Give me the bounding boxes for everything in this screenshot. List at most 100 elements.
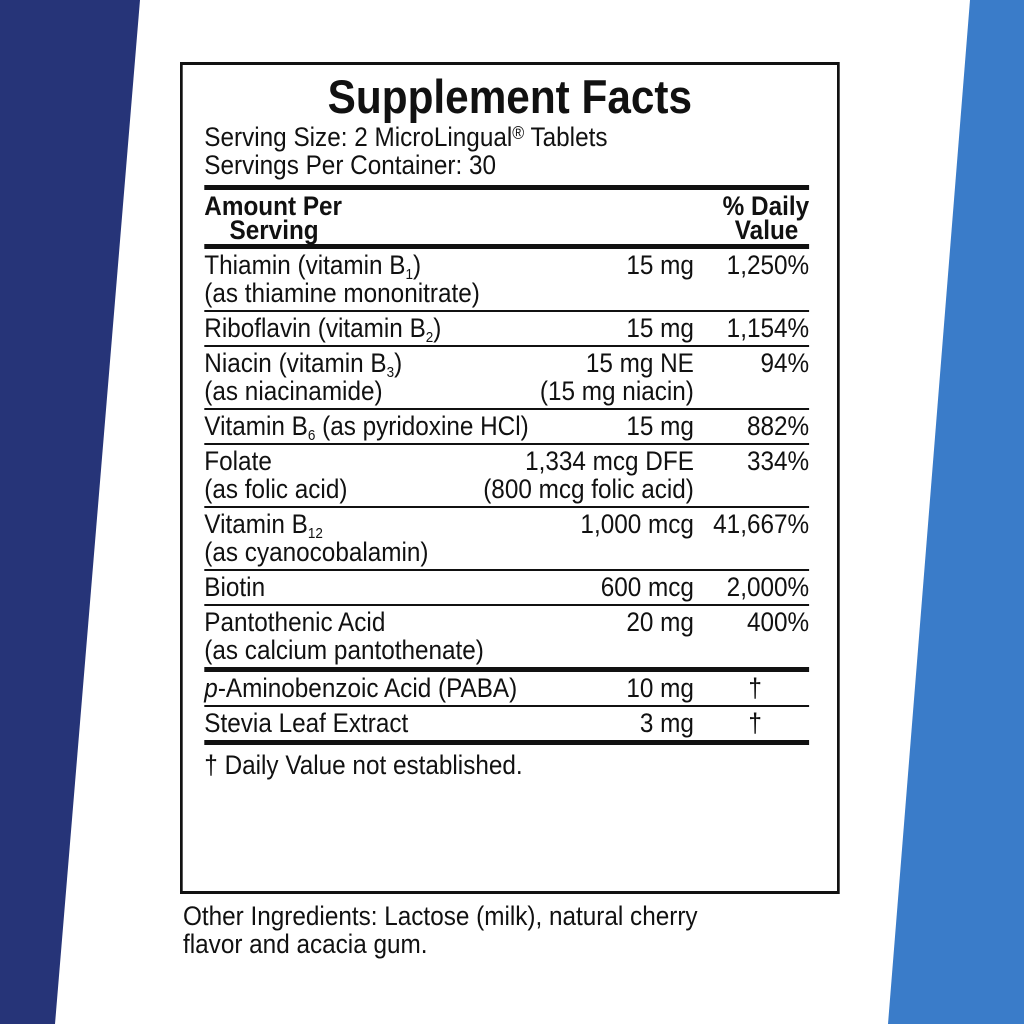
nutrient-name: Biotin <box>204 573 600 601</box>
nutrient-name: Vitamin B12 (as cyanocobalamin) <box>204 510 580 566</box>
amount-line: 600 mcg <box>600 572 694 602</box>
nutrient-name: Thiamin (vitamin B1) (as thiamine mononit… <box>204 251 626 307</box>
name-line: Niacin (vitamin B3) <box>204 348 540 380</box>
subscript: 12 <box>307 525 323 542</box>
other-ingredients: Other Ingredients: Lactose (milk), natur… <box>183 901 698 959</box>
nutrient-name: Niacin (vitamin B3) (as niacinamide) <box>204 349 540 405</box>
amount: 15 mg <box>626 412 694 440</box>
note: (as cyanocobalamin) <box>204 537 429 567</box>
amount: 15 mg <box>626 251 694 307</box>
name: ) <box>413 250 422 280</box>
amount-line: 1,334 mcg DFE <box>525 446 694 476</box>
dv-header: % Daily Value <box>694 191 810 245</box>
daily-value: † <box>748 708 762 738</box>
nutrient-row: p-Aminobenzoic Acid (PABA) 10 mg † <box>204 672 810 707</box>
thick-rule <box>204 244 810 249</box>
name: Niacin (vitamin B <box>204 348 387 378</box>
amount: 1,334 mcg DFE (800 mcg folic acid) <box>483 447 694 503</box>
nutrient-row: Vitamin B12 (as cyanocobalamin) 1,000 mcg 4… <box>204 508 810 571</box>
supplement-facts-panel: Supplement Facts Serving Size: 2 MicroLi… <box>180 62 840 894</box>
name: ) <box>433 313 442 343</box>
amount-line: 10 mg <box>626 673 694 703</box>
footnote: † Daily Value not established. <box>204 750 523 780</box>
note: (as thiamine mononitrate) <box>204 278 480 308</box>
name: Riboflavin (vitamin B <box>204 313 426 343</box>
title: Supplement Facts <box>327 70 693 123</box>
left-band <box>0 0 140 1024</box>
header-line: Serving <box>229 215 319 245</box>
thick-rule <box>204 667 810 672</box>
name: Vitamin B <box>204 509 308 539</box>
daily-value: 1,250% <box>726 250 810 280</box>
header-line: % Daily <box>722 191 810 221</box>
name: -Aminobenzoic Acid (PABA) <box>217 673 518 703</box>
nutrient-name: p-Aminobenzoic Acid (PABA) <box>204 674 626 702</box>
header-line: Value <box>734 215 799 245</box>
amount-header: Amount Per Serving <box>204 191 694 245</box>
subscript: 6 <box>307 427 316 444</box>
amount-line: (15 mg niacin) <box>539 376 694 406</box>
amount: 15 mg NE (15 mg niacin) <box>540 349 694 405</box>
daily-value: 2,000% <box>726 572 810 602</box>
name: Thiamin (vitamin B <box>204 250 406 280</box>
right-band <box>888 0 1024 1024</box>
amount-line: 15 mg <box>626 250 694 280</box>
amount: 600 mcg <box>601 573 694 601</box>
name: Biotin <box>204 572 266 602</box>
nutrient-row: Vitamin B6 (as pyridoxine HCl) 15 mg 882% <box>204 410 810 445</box>
nutrient-row: Folate (as folic acid) 1,334 mcg DFE (800 m… <box>204 445 810 508</box>
name-line: Folate <box>204 447 483 475</box>
note: (as niacinamide) <box>204 376 383 406</box>
amount: 1,000 mcg <box>580 510 693 566</box>
header-line: Amount Per <box>204 191 343 221</box>
amount: 10 mg <box>626 674 694 702</box>
name: Stevia Leaf Extract <box>204 708 409 738</box>
nutrient-row: Thiamin (vitamin B1) (as thiamine mononit… <box>204 249 810 312</box>
amount-line: 15 mg NE <box>585 348 694 378</box>
amount-line: 1,000 mcg <box>580 509 694 539</box>
daily-value: 400% <box>746 607 810 637</box>
daily-value: 334% <box>746 446 810 476</box>
note: (as folic acid) <box>204 474 348 504</box>
thick-rule <box>204 185 810 190</box>
nutrient-row: Biotin 600 mcg 2,000% <box>204 571 810 606</box>
header-row: Amount Per Serving% Daily Value <box>204 190 809 244</box>
note: (as calcium pantothenate) <box>204 635 484 665</box>
nutrient-row: Riboflavin (vitamin B2) 15 mg 1,154% <box>204 312 810 347</box>
nutrient-name: Stevia Leaf Extract <box>204 709 640 737</box>
nutrient-name: Pantothenic Acid (as calcium pantothenate… <box>204 608 626 664</box>
name: Pantothenic Acid <box>204 607 386 637</box>
subscript: 2 <box>425 329 434 346</box>
daily-value: 41,667% <box>713 509 810 539</box>
amount: 15 mg <box>626 314 694 342</box>
nutrient-name: Vitamin B6 (as pyridoxine HCl) <box>204 411 626 443</box>
daily-value: 882% <box>746 411 810 441</box>
nutrient-name: Folate (as folic acid) <box>204 447 483 503</box>
name: ) <box>394 348 403 378</box>
amount-line: 15 mg <box>626 411 694 441</box>
name-line: Vitamin B12 <box>204 509 580 541</box>
name-line: p-Aminobenzoic Acid (PABA) <box>204 674 626 702</box>
name-line: Riboflavin (vitamin B2) <box>204 313 626 345</box>
daily-value: † <box>748 673 762 703</box>
name: Vitamin B <box>204 411 308 441</box>
nutrient-name: Riboflavin (vitamin B2) <box>204 313 626 345</box>
text: Serving Size: 2 MicroLingual <box>204 122 513 152</box>
amount: 20 mg <box>626 608 694 664</box>
subscript: 1 <box>405 266 414 283</box>
name-line: Pantothenic Acid <box>204 608 626 636</box>
name-line: Stevia Leaf Extract <box>204 709 640 737</box>
amount-line: 3 mg <box>639 708 694 738</box>
amount-line: 15 mg <box>626 313 694 343</box>
name: Folate <box>204 446 272 476</box>
daily-value: 94% <box>760 348 810 378</box>
name-line: Biotin <box>204 573 600 601</box>
thick-rule <box>204 740 810 745</box>
prefix: p <box>204 673 218 703</box>
facts-table: Amount Per Serving% Daily Value Thiamin (vi… <box>204 185 810 780</box>
daily-value: 1,154% <box>726 313 810 343</box>
subscript: 3 <box>386 364 395 381</box>
name-line: Thiamin (vitamin B1) <box>204 250 626 282</box>
